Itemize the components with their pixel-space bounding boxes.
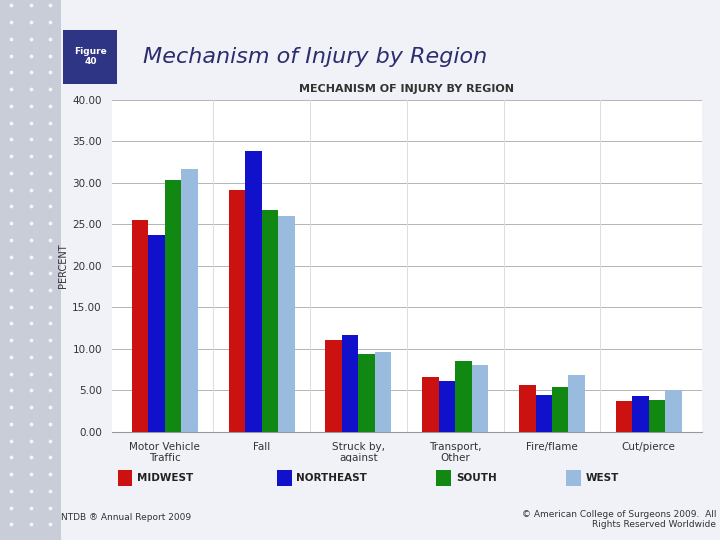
Bar	[359, 354, 375, 432]
Bar	[455, 361, 472, 432]
Bar	[519, 384, 536, 432]
Bar	[342, 335, 359, 432]
Text: NTDB ® Annual Report 2009: NTDB ® Annual Report 2009	[61, 513, 192, 522]
Bar	[423, 377, 438, 432]
Y-axis label: PERCENT: PERCENT	[58, 244, 68, 288]
Bar	[165, 180, 181, 432]
Bar	[375, 352, 391, 432]
Bar	[132, 220, 148, 432]
Bar	[649, 401, 665, 432]
Text: MIDWEST: MIDWEST	[137, 473, 193, 483]
Bar	[566, 470, 581, 486]
Text: WEST: WEST	[585, 473, 619, 483]
Bar	[117, 470, 132, 486]
Bar	[472, 364, 488, 432]
Bar	[277, 470, 292, 486]
Bar	[536, 395, 552, 432]
Bar	[148, 235, 165, 432]
Bar	[632, 396, 649, 432]
Bar	[229, 190, 246, 432]
Text: SOUTH: SOUTH	[456, 473, 497, 483]
Text: © American College of Surgeons 2009.  All
Rights Reserved Worldwide: © American College of Surgeons 2009. All…	[522, 510, 716, 529]
Bar	[278, 216, 294, 432]
Bar	[665, 390, 682, 432]
Bar	[616, 401, 632, 432]
Text: Figure
40: Figure 40	[74, 47, 107, 66]
Bar	[325, 340, 342, 432]
Bar	[552, 387, 568, 432]
X-axis label: MECHANISM OF INJURY: MECHANISM OF INJURY	[343, 502, 470, 512]
Bar	[261, 210, 278, 432]
Text: Mechanism of Injury by Region: Mechanism of Injury by Region	[143, 46, 487, 67]
Bar	[181, 169, 198, 432]
Text: NORTHEAST: NORTHEAST	[297, 473, 367, 483]
Bar	[246, 151, 261, 432]
Title: MECHANISM OF INJURY BY REGION: MECHANISM OF INJURY BY REGION	[300, 84, 514, 93]
Bar	[568, 375, 585, 432]
Bar	[436, 470, 451, 486]
Bar	[438, 381, 455, 432]
